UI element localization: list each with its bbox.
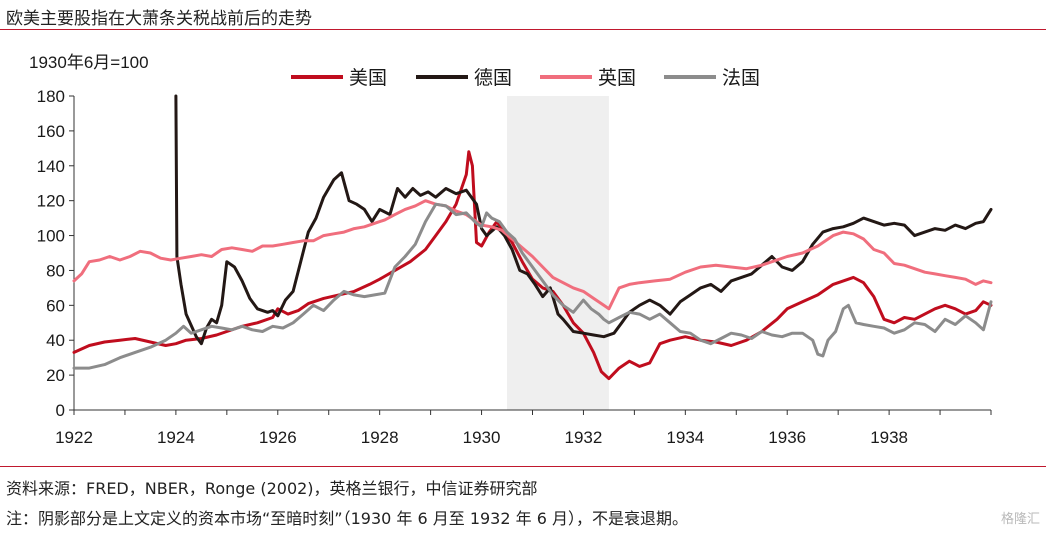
y-tick-label: 100 — [37, 227, 65, 246]
chart-title: 欧美主要股指在大萧条关税战前后的走势 — [6, 9, 312, 29]
y-tick-label: 20 — [46, 366, 65, 385]
y-tick-label: 80 — [46, 261, 65, 280]
series-line-uk — [72, 199, 993, 311]
x-tick-label: 1932 — [565, 428, 603, 447]
y-tick-label: 0 — [56, 401, 65, 420]
legend-label-uk: 英国 — [598, 67, 636, 89]
y-tick-label: 160 — [37, 122, 65, 141]
x-tick-label: 1924 — [157, 428, 195, 447]
bottom-divider — [0, 466, 1046, 467]
y-tick-label: 40 — [46, 331, 65, 350]
series-line-fr — [72, 202, 993, 370]
x-tick-label: 1936 — [768, 428, 806, 447]
x-tick-label: 1930 — [463, 428, 501, 447]
x-tick-label: 1926 — [259, 428, 297, 447]
footnote: 注：阴影部分是上文定义的资本市场“至暗时刻”（1930 年 6 月至 1932 … — [6, 509, 688, 528]
legend-label-fr: 法国 — [722, 67, 760, 89]
y-axis-label: 1930年6月=100 — [29, 53, 149, 72]
y-tick-label: 180 — [37, 87, 65, 106]
legend-label-de: 德国 — [474, 67, 512, 89]
y-tick-label: 140 — [37, 157, 65, 176]
line-chart: 0 20 40 60 80 100 120 140 160 180 1922 1924 1926 1928… — [29, 53, 993, 447]
x-tick-label: 1938 — [870, 428, 908, 447]
watermark: 格隆汇 — [1000, 512, 1040, 527]
series-layer — [72, 94, 993, 381]
y-tick-label: 60 — [46, 296, 65, 315]
legend: 美国 德国 英国 法国 — [291, 67, 760, 89]
legend-label-us: 美国 — [349, 67, 387, 89]
x-tick-label: 1934 — [666, 428, 704, 447]
top-divider — [0, 29, 1046, 30]
series-line-de — [174, 94, 993, 346]
x-tick-label: 1928 — [361, 428, 399, 447]
x-tick-label: 1922 — [55, 428, 93, 447]
y-tick-label: 120 — [37, 192, 65, 211]
series-line-us — [72, 150, 993, 381]
axes-layer: 0 20 40 60 80 100 120 140 160 180 1922 1924 1926 1928… — [37, 87, 992, 447]
source-note: 资料来源：FRED，NBER，Ronge (2002)，英格兰银行，中信证券研究… — [6, 479, 538, 498]
